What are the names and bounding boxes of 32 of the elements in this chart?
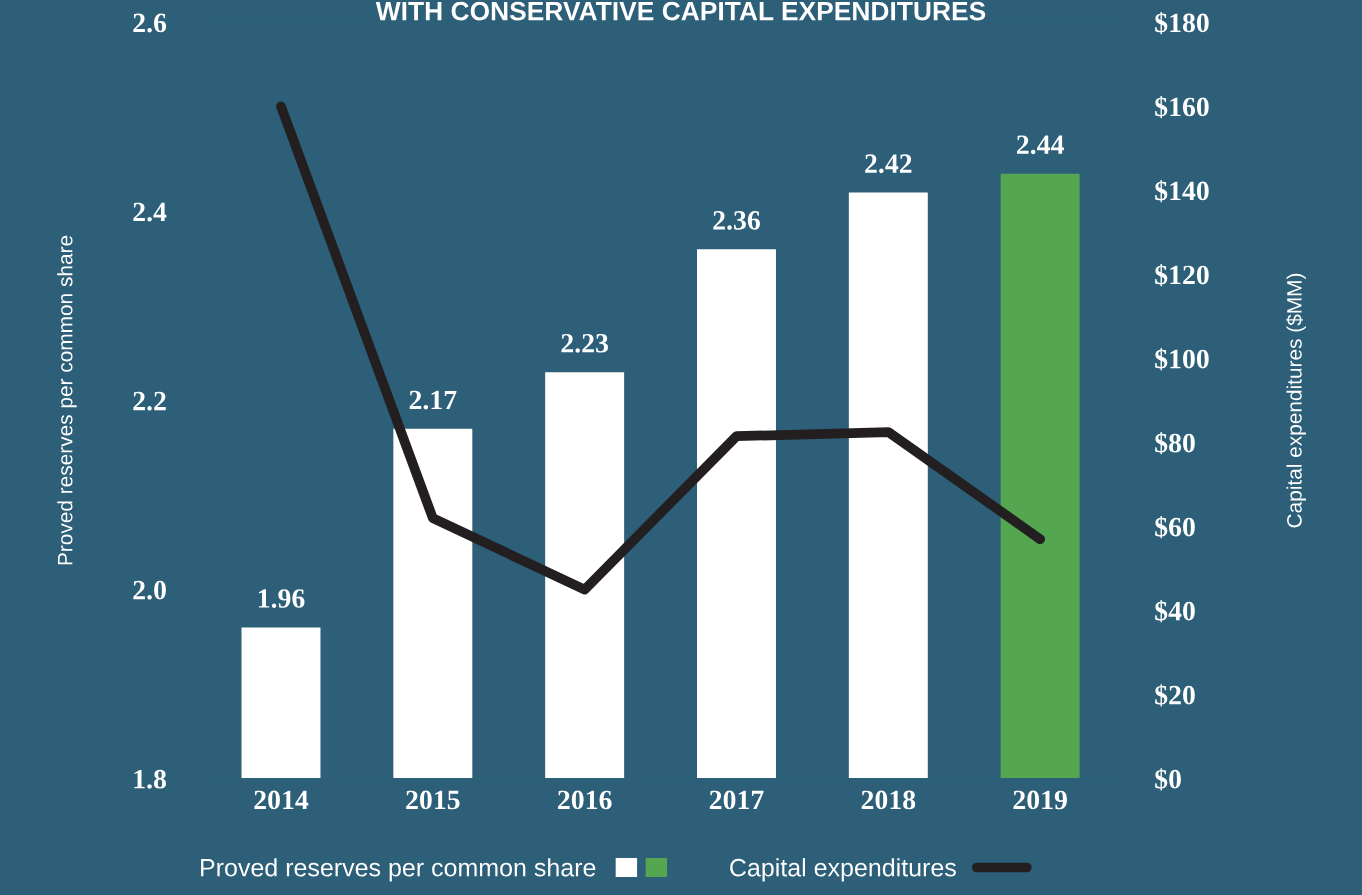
y2-tick-label: $100 — [1155, 348, 1209, 371]
y2-tick-label: $0 — [1155, 768, 1181, 791]
y2-tick-label: $60 — [1155, 516, 1195, 539]
y-tick-label: 2.2 — [133, 391, 166, 411]
y2-axis-title: Capital expenditures ($MM) — [1286, 273, 1306, 528]
data-label: 2.44 — [1017, 135, 1064, 155]
x-tick-label: 2016 — [558, 790, 612, 810]
data-label: 2.36 — [713, 211, 760, 230]
data-label: 2.42 — [865, 154, 912, 174]
x-tick-label: 2014 — [254, 790, 309, 810]
y2-tick-label: $180 — [1155, 11, 1209, 35]
y2-tick-label: $40 — [1155, 600, 1195, 623]
data-label: 2.23 — [561, 333, 609, 353]
y2-tick-label: $20 — [1155, 684, 1195, 707]
chart-title: WITH CONSERVATIVE CAPITAL EXPENDITURES — [375, 1, 986, 21]
x-tick-label: 2018 — [861, 790, 916, 810]
y-tick-label: 1.8 — [134, 769, 167, 789]
y2-tick-label: $80 — [1155, 432, 1195, 455]
y-tick-label: 2.0 — [133, 580, 166, 600]
data-label: 1.96 — [258, 589, 305, 608]
y2-tick-label: $160 — [1155, 95, 1209, 119]
legend-label: Capital expenditures — [730, 858, 956, 882]
data-label: 2.17 — [409, 390, 457, 410]
y-axis-title: Proved reserves per common share — [57, 235, 77, 565]
y-tick-label: 2.6 — [133, 13, 167, 33]
legend-label: Proved reserves per common share — [201, 858, 596, 882]
y-tick-label: 2.4 — [133, 202, 167, 222]
x-tick-label: 2019 — [1013, 790, 1067, 810]
x-tick-label: 2017 — [709, 790, 764, 810]
y2-tick-label: $120 — [1155, 263, 1209, 287]
x-tick-label: 2015 — [406, 790, 460, 810]
y2-tick-label: $140 — [1155, 179, 1209, 203]
